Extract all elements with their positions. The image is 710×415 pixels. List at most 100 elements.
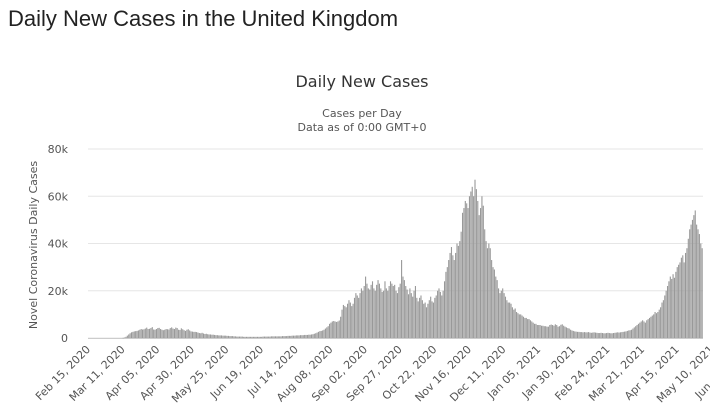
bar — [245, 336, 248, 338]
bar — [504, 296, 507, 338]
bar — [611, 333, 613, 338]
bar — [190, 331, 192, 338]
bar — [423, 303, 425, 338]
bar — [633, 327, 635, 338]
bar — [473, 196, 475, 338]
bar — [622, 331, 624, 338]
page-heading: Daily New Cases in the United Kingdom — [8, 6, 399, 31]
bar — [212, 334, 214, 338]
bar — [148, 328, 151, 338]
bar — [636, 325, 638, 338]
bar — [186, 329, 188, 338]
bar — [273, 336, 275, 338]
bar — [567, 328, 569, 338]
bar — [329, 323, 331, 338]
bar — [410, 293, 412, 338]
bar — [553, 325, 555, 338]
bar — [664, 295, 666, 338]
bar — [407, 294, 410, 338]
bar — [624, 331, 626, 338]
bar — [522, 316, 525, 338]
bar — [389, 281, 392, 338]
bar — [499, 293, 501, 338]
bar — [351, 306, 353, 338]
bar — [617, 332, 619, 338]
bar — [302, 335, 304, 338]
bar — [356, 295, 358, 338]
bar — [414, 286, 416, 338]
bar — [352, 303, 354, 338]
bar — [650, 316, 652, 338]
bar — [463, 208, 465, 338]
bar — [468, 196, 471, 338]
bar — [581, 332, 583, 338]
bar — [197, 332, 199, 338]
bar — [417, 301, 419, 338]
bar — [684, 252, 687, 338]
bar — [279, 336, 281, 338]
bar — [558, 326, 561, 338]
bar — [549, 325, 551, 338]
bar — [629, 330, 631, 338]
bar — [492, 267, 494, 339]
bar — [697, 229, 699, 338]
bar — [653, 314, 655, 339]
bar — [126, 335, 128, 338]
bar — [189, 330, 191, 338]
bar — [601, 333, 603, 338]
bar — [266, 336, 268, 338]
bar — [694, 210, 696, 338]
bar — [196, 332, 198, 338]
bar — [175, 327, 177, 338]
bar — [124, 337, 126, 339]
bar — [453, 260, 455, 338]
bar — [147, 329, 149, 338]
bar — [482, 205, 484, 338]
bar — [554, 324, 556, 338]
bar — [316, 332, 318, 338]
bar — [687, 238, 689, 338]
bar — [230, 336, 232, 338]
bar — [637, 323, 640, 338]
bar — [263, 336, 266, 338]
y-tick-label: 20k — [48, 285, 69, 298]
bar — [517, 313, 519, 338]
bar — [135, 331, 137, 338]
bar — [700, 243, 702, 338]
bar — [657, 312, 659, 338]
bar — [563, 325, 565, 338]
bar — [317, 331, 320, 338]
bar — [395, 290, 397, 338]
bar — [398, 287, 400, 338]
bar — [450, 247, 453, 338]
bar — [442, 290, 444, 338]
bar — [380, 288, 382, 338]
bar — [168, 329, 170, 338]
bar — [427, 303, 429, 338]
bar — [441, 295, 443, 338]
bar — [265, 336, 267, 338]
bar — [363, 286, 365, 338]
bar — [225, 335, 227, 338]
bar — [683, 262, 685, 338]
bar — [191, 331, 193, 338]
bar — [538, 325, 540, 338]
bar — [269, 336, 271, 338]
bar — [204, 333, 206, 338]
bar — [369, 289, 371, 338]
bar — [535, 323, 537, 338]
bar — [183, 330, 185, 338]
bar — [232, 336, 234, 338]
bar — [525, 317, 527, 338]
bar — [546, 326, 548, 338]
bar — [261, 336, 263, 338]
bar — [233, 336, 235, 338]
bar — [341, 309, 343, 338]
chart-title: Daily New Cases — [295, 72, 428, 91]
bar — [211, 334, 213, 338]
bar — [338, 320, 340, 338]
bar — [288, 335, 290, 338]
bar — [290, 335, 292, 338]
bar — [588, 332, 590, 338]
bar — [340, 316, 342, 338]
